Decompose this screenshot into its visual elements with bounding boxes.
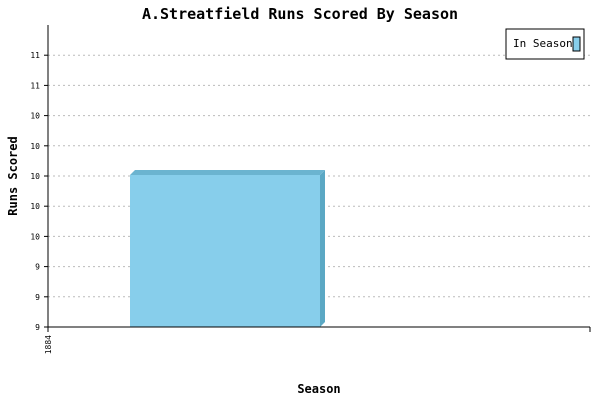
- y-tick-label: 10: [30, 112, 40, 121]
- y-tick-labels: 9 9 9 10 10 10 10 10 11 11: [30, 51, 48, 332]
- y-tick-label: 10: [30, 142, 40, 151]
- y-tick-label: 11: [30, 81, 40, 90]
- chart-title: A.Streatfield Runs Scored By Season: [142, 5, 458, 23]
- x-axis-title: Season: [297, 382, 340, 396]
- bar-side-1884: [320, 170, 325, 327]
- bars: [130, 170, 325, 327]
- y-axis-title: Runs Scored: [6, 136, 20, 215]
- x-tick-label: 1884: [44, 335, 53, 354]
- x-tick-labels: 1884: [44, 327, 53, 354]
- legend-swatch: [572, 36, 581, 52]
- y-tick-label: 9: [35, 293, 40, 302]
- y-tick-label: 10: [30, 202, 40, 211]
- legend-box: [505, 28, 585, 60]
- y-tick-label: 10: [30, 172, 40, 181]
- bar-1884: [130, 175, 320, 327]
- legend-label: In Season: [513, 37, 573, 50]
- y-tick-label: 10: [30, 232, 40, 241]
- legend: In Season: [505, 28, 585, 60]
- y-tick-label: 9: [35, 263, 40, 272]
- bar-top-1884: [130, 170, 325, 175]
- y-tick-label: 9: [35, 323, 40, 332]
- y-tick-label: 11: [30, 51, 40, 60]
